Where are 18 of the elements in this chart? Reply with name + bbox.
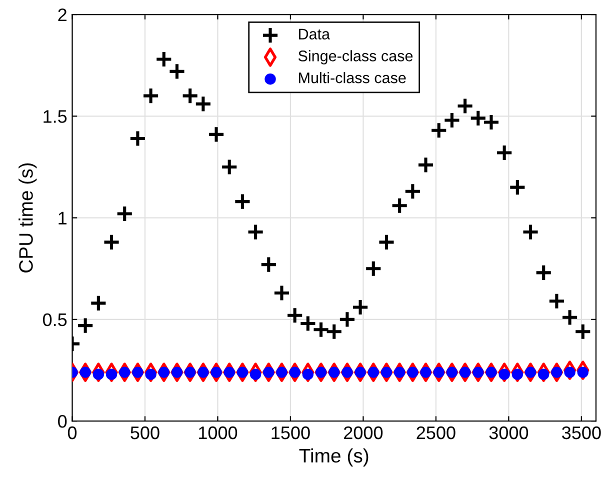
x-tick-label: 1000 bbox=[199, 426, 238, 440]
legend-label: Singe-class case bbox=[298, 50, 413, 64]
x-tick-label: 2500 bbox=[416, 426, 456, 440]
x-tick-label: 1500 bbox=[272, 426, 310, 440]
legend-label: Multi-class case bbox=[299, 72, 406, 84]
x-axis-title: Time (s) bbox=[299, 448, 368, 466]
x-tick-label: 0 bbox=[68, 426, 77, 440]
x-tick-label: 500 bbox=[130, 426, 160, 440]
x-tick-label: 3000 bbox=[489, 426, 528, 440]
y-tick-label: 0.5 bbox=[42, 313, 67, 326]
y-axis-title: CPU time (s) bbox=[18, 163, 37, 272]
y-tick-label: 1.5 bbox=[44, 110, 67, 123]
legend-label: Data bbox=[299, 28, 330, 40]
y-tick-label: 2 bbox=[58, 8, 66, 22]
y-tick-label: 1 bbox=[58, 212, 66, 224]
x-tick-label: 2000 bbox=[344, 426, 383, 440]
x-tick-label: 3500 bbox=[562, 426, 601, 440]
y-tick-label: 0 bbox=[58, 415, 67, 428]
